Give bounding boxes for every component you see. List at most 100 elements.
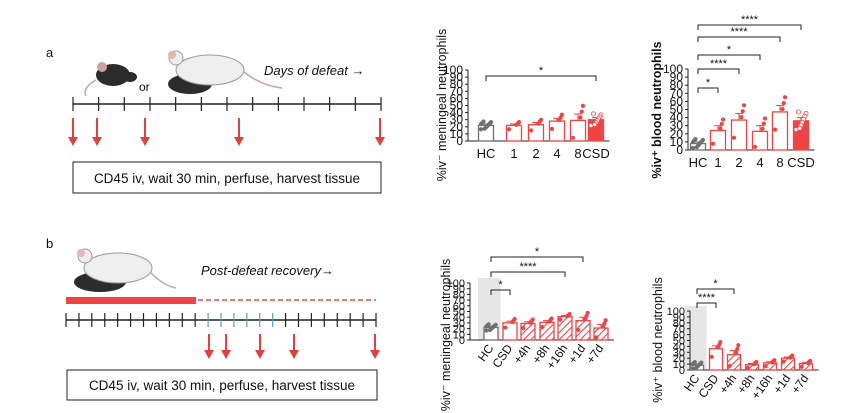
x-tick-label: CSD [582,146,609,161]
data-point [484,324,489,329]
significance-bracket [697,24,802,30]
y-tick-label: 100 [447,278,465,290]
data-point [694,145,699,150]
protocol-box-b [66,369,378,401]
data-point [514,122,519,127]
data-point [478,121,484,127]
y-tick-label: 30 [673,347,685,359]
bar-4 [548,120,566,142]
y-tick-label: 10 [670,135,684,149]
x-tick-label: HC [689,155,708,170]
timepoint-arrows-b [204,334,380,359]
timepoint-arrows-a [68,118,385,146]
y-tick-label: 80 [453,289,465,301]
arrow-a-head [92,137,102,146]
y-axis-label: %iv⁻ meningeal neutrophils [435,29,449,182]
significance-bracket [697,87,719,93]
x-tick-label: 1 [714,155,721,170]
data-point [719,121,724,127]
bar-2 [730,119,748,151]
data-point [718,126,723,131]
y-tick-label: 40 [450,106,464,120]
data-point [752,362,757,367]
arrow-a-head [140,137,150,146]
significance-label: * [713,278,718,290]
panel-label-a: a [46,45,54,60]
x-tick-label: 4 [553,146,560,161]
y-tick-label: 50 [670,103,684,117]
arrow-b-head [221,350,231,359]
y-tick-label: 60 [673,330,685,342]
data-point [797,125,803,131]
bar-2 [527,124,545,142]
data-point [594,335,599,340]
y-tick-label: 70 [450,84,464,98]
data-point [601,324,606,329]
timeline-b [65,297,377,327]
significance-label: **** [698,292,716,304]
data-point [578,115,583,120]
y-tick-label: 50 [673,336,685,348]
data-point [735,346,740,352]
y-tick-label: 30 [670,119,684,133]
data-point [592,122,598,128]
bar-CSD [502,322,518,341]
data-point [781,100,786,106]
data-point [558,317,563,322]
significance-label: **** [519,261,537,273]
y-tick-label: 20 [450,120,464,134]
data-point [796,109,802,115]
significance-bracket [696,302,717,308]
data-point [781,359,786,364]
x-tick-label: 2 [532,146,539,161]
y-tick-label: 0 [679,365,685,377]
y-tick-label: 70 [453,295,465,307]
x-tick-label: +4h [510,342,533,367]
defeat-mice-icon [168,50,283,94]
data-point [761,121,766,126]
y-tick-label: 0 [456,134,463,148]
significance-label: **** [710,58,728,70]
y-tick-label: 0 [459,335,465,347]
data-point [720,117,726,122]
y-tick-label: 90 [453,284,465,296]
timeline-a [72,97,382,111]
data-point [591,111,597,117]
data-point [536,121,541,126]
y-tick-label: 30 [453,318,465,330]
y-tick-label: 100 [443,63,463,77]
data-point [752,144,758,149]
data-point [540,324,545,330]
y-tick-label: 50 [450,99,464,113]
protocol-box-a [72,161,382,194]
data-point [734,350,739,355]
significance-label: **** [730,26,748,38]
x-tick-label: +7d [788,372,811,397]
protocol-text-b: CD45 iv, wait 30 min, perfuse, harvest t… [89,378,355,393]
x-tick-label: 2 [735,155,742,170]
y-tick-label: 0 [676,143,683,157]
significance-label: **** [741,14,759,26]
significance-label: * [706,77,711,89]
data-point [484,328,489,333]
significance-label: * [535,246,540,258]
data-point [739,114,744,120]
y-tick-label: 100 [663,62,683,76]
data-point [690,362,695,367]
data-point [762,116,768,121]
data-point [745,365,750,371]
significance-bracket [697,68,740,74]
y-tick-label: 20 [670,127,684,141]
defeat-period-bar [66,297,196,304]
y-axis-label: %iv⁻ meningeal neutrophils [439,259,453,412]
data-point [710,141,716,146]
bar-1 [709,129,727,151]
y-axis-label: %iv⁺ blood neutrophils [650,41,664,178]
data-point [788,355,793,360]
data-point [772,127,778,132]
data-point [576,327,581,333]
data-point [557,117,562,122]
y-tick-label: 60 [450,91,464,105]
